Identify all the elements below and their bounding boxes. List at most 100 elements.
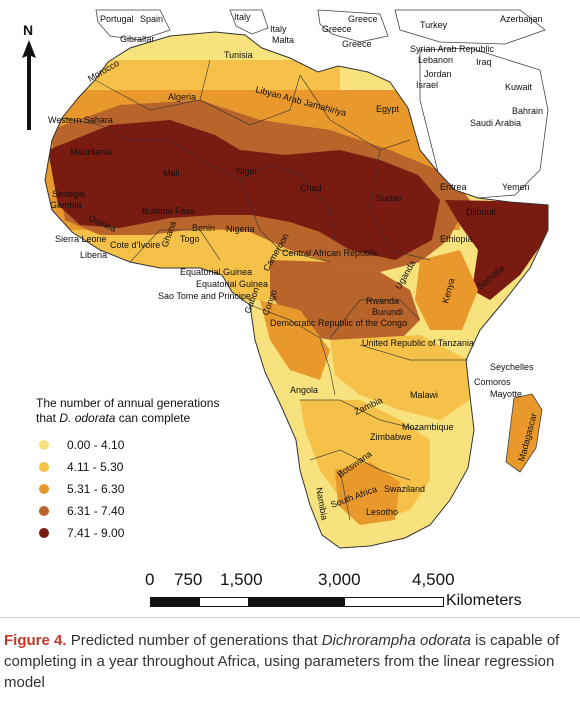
label-western-sahara: Western Sahara — [48, 115, 113, 125]
label-cote-divoire: Cote d'Ivoire — [110, 240, 160, 250]
label-malawi: Malawi — [410, 390, 438, 400]
label-greece-2: Greece — [322, 24, 352, 34]
madagascar-shape — [505, 393, 543, 473]
label-senegal: Senegal — [52, 189, 85, 199]
label-sudan: Sudan — [376, 193, 402, 203]
legend-item: 0.00 - 4.10 — [36, 434, 236, 456]
label-malta: Malta — [272, 35, 294, 45]
label-israel: Israel — [416, 80, 438, 90]
label-burundi: Burundi — [372, 307, 403, 317]
label-mali: Mali — [163, 168, 180, 178]
label-gambia: Gambia — [50, 200, 82, 210]
scale-bar-graphic — [150, 597, 444, 607]
label-yemen: Yemen — [502, 182, 530, 192]
label-drc: Democratic Republic of the Congo — [270, 318, 407, 328]
label-spain: Spain — [140, 14, 163, 24]
scale-tick-4500: 4,500 — [412, 570, 455, 589]
scale-tick-750: 750 — [174, 570, 203, 589]
legend-label: 7.41 - 9.00 — [67, 526, 125, 540]
label-tanzania: United Republic of Tanzania — [362, 338, 474, 348]
label-equatorial-guinea-1: Equatorial Guinea — [180, 267, 252, 277]
label-benin: Benin — [192, 223, 215, 233]
label-iraq: Iraq — [476, 57, 492, 67]
label-ethiopia: Ethiopia — [440, 234, 473, 244]
caption-text-after: is capable of completing in a year throu… — [4, 632, 560, 691]
scale-tick-0: 0 — [145, 570, 155, 589]
caption-species: Dichrorampha odorata — [321, 632, 471, 649]
legend-title: The number of annual generations that D.… — [36, 396, 236, 426]
legend-swatch — [39, 506, 49, 516]
label-greece-1: Greece — [348, 14, 378, 24]
legend-item: 5.31 - 6.30 — [36, 478, 236, 500]
label-seychelles: Seychelles — [490, 362, 534, 372]
legend-swatch — [39, 528, 49, 538]
label-angola: Angola — [290, 385, 318, 395]
north-label: N — [23, 22, 33, 38]
label-sierra-leone: Sierra Leone — [55, 234, 107, 244]
label-mayotte: Mayotte — [490, 389, 522, 399]
label-mozambique: Mozambique — [402, 422, 454, 432]
legend-label: 4.11 - 5.30 — [67, 460, 124, 474]
legend-title-prefix: that — [36, 411, 57, 425]
label-chad: Chad — [300, 183, 322, 193]
scale-tick-1500: 1,500 — [220, 570, 263, 589]
label-egypt: Egypt — [376, 104, 400, 114]
label-mauritania: Mauritania — [70, 147, 112, 157]
legend-label: 5.31 - 6.30 — [67, 482, 125, 496]
label-djibouti: Djibouti — [466, 207, 496, 217]
label-eritrea: Eritrea — [440, 182, 467, 192]
label-algeria: Algeria — [168, 92, 196, 102]
legend-label: 0.00 - 4.10 — [67, 438, 125, 452]
legend-title-line1: The number of annual generations — [36, 396, 220, 410]
label-azerbaijan: Azerbaijan — [500, 14, 543, 24]
scale-tick-3000: 3,000 — [318, 570, 361, 589]
label-greece-3: Greece — [342, 39, 372, 49]
label-nigeria: Nigeria — [226, 224, 255, 234]
label-saudi-arabia: Saudi Arabia — [470, 118, 521, 128]
legend-swatch — [39, 484, 49, 494]
label-equatorial-guinea-2: Equatorial Guinea — [196, 279, 268, 289]
legend-item: 7.41 - 9.00 — [36, 522, 236, 544]
label-comoros: Comoros — [474, 377, 511, 387]
label-tunisia: Tunisia — [224, 50, 253, 60]
label-burkina-faso: Burkina Faso — [142, 206, 195, 216]
legend-label: 6.31 - 7.40 — [67, 504, 125, 518]
label-jordan: Jordan — [424, 69, 452, 79]
label-kuwait: Kuwait — [505, 82, 533, 92]
legend-swatch — [39, 462, 49, 472]
label-zimbabwe: Zimbabwe — [370, 432, 412, 442]
label-italy-2: Italy — [270, 24, 287, 34]
label-sao-tome: Sao Tome and Principe — [158, 291, 251, 301]
label-togo: Togo — [180, 234, 200, 244]
figure-caption: Figure 4. Predicted number of generation… — [4, 630, 578, 693]
scale-bar: 0 750 1,500 3,000 4,500 Kilometers — [140, 570, 560, 610]
north-arrow-icon — [22, 40, 36, 130]
label-lesotho: Lesotho — [366, 507, 398, 517]
caption-divider — [0, 617, 580, 618]
label-turkey: Turkey — [420, 20, 448, 30]
legend-title-suffix: can complete — [118, 411, 191, 425]
label-lebanon: Lebanon — [418, 55, 453, 65]
label-italy: Italy — [234, 12, 251, 22]
map-legend: The number of annual generations that D.… — [36, 396, 236, 544]
scale-unit: Kilometers — [446, 592, 522, 609]
legend-item: 4.11 - 5.30 — [36, 456, 236, 478]
legend-swatch — [39, 440, 49, 450]
label-liberia: Liberia — [80, 250, 107, 260]
label-gibraltar: Gibraltar — [120, 34, 155, 44]
label-car: Central African Republic — [282, 248, 379, 258]
label-swaziland: Swaziland — [384, 484, 425, 494]
caption-text-before: Predicted number of generations that — [70, 632, 318, 649]
north-arrow: N — [14, 22, 44, 132]
label-bahrain: Bahrain — [512, 106, 543, 116]
country-borders — [61, 59, 468, 521]
surrounding-land — [95, 9, 549, 199]
label-rwanda: Rwanda — [366, 296, 399, 306]
legend-title-species: D. odorata — [59, 411, 116, 425]
legend-title-line2: that D. odorata can complete — [36, 411, 236, 426]
label-portugal: Portugal — [100, 14, 134, 24]
figure-label: Figure 4. — [4, 632, 67, 649]
legend-item: 6.31 - 7.40 — [36, 500, 236, 522]
label-niger: Niger — [236, 166, 258, 176]
label-syria: Syrian Arab Republic — [410, 44, 495, 54]
